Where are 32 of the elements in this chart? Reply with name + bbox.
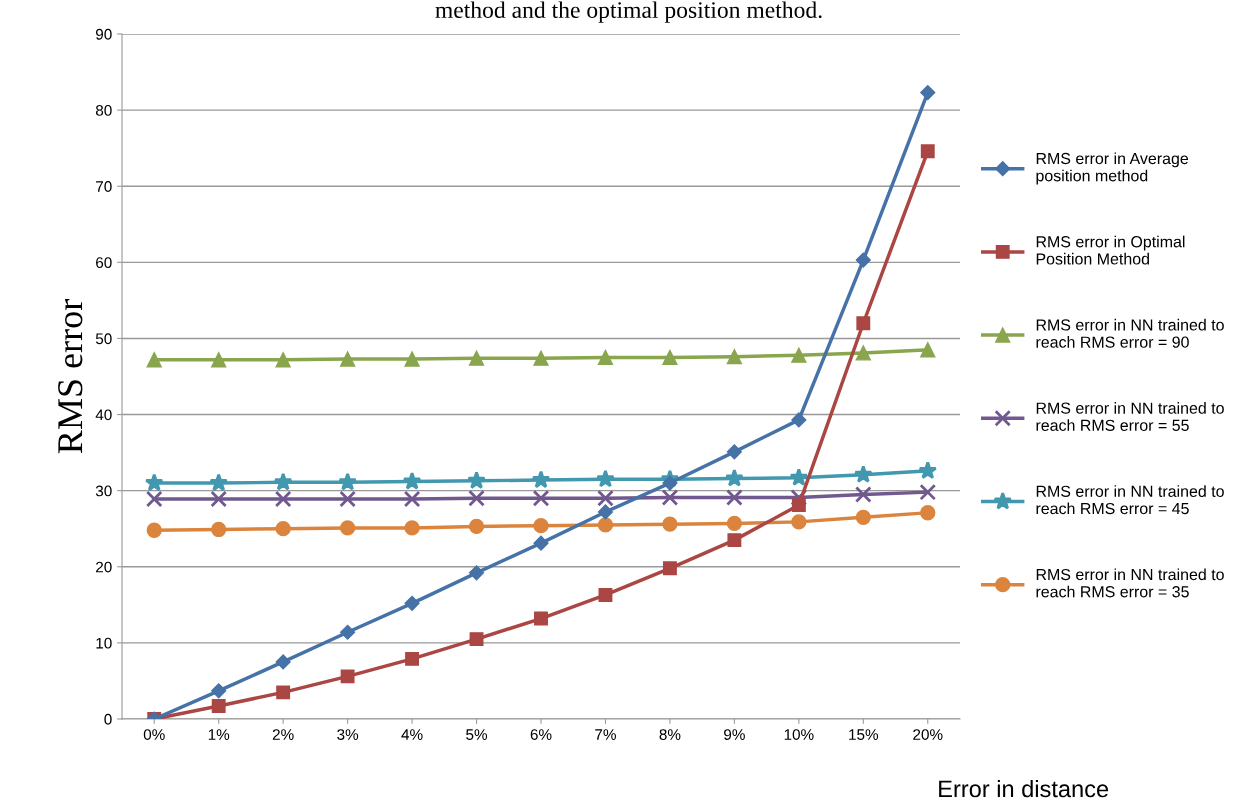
x-tick-label: 20% (913, 729, 943, 740)
chart-title: method and the optimal position method. (435, 1, 822, 23)
legend-label: RMS error in Average position method (1036, 152, 1189, 185)
x-tick-label: 3% (337, 729, 359, 740)
y-tick-label: 30 (95, 485, 112, 497)
x-tick-label: 4% (401, 729, 423, 740)
y-tick-label: 70 (96, 181, 112, 192)
y-tick-label: 10 (96, 637, 112, 649)
legend-label: RMS error in NN trained to reach RMS error = 90 (1036, 318, 1224, 348)
y-tick-label: 50 (95, 333, 112, 345)
y-tick-label: 40 (95, 409, 112, 421)
x-tick-label: 8% (659, 729, 681, 740)
x-tick-label: 1% (208, 729, 230, 740)
x-tick-label: 9% (724, 729, 745, 740)
y-tick-label: 90 (96, 28, 112, 40)
y-tick-label: 0 (104, 713, 112, 725)
x-tick-label: 6% (530, 729, 552, 740)
y-tick-label: 80 (95, 104, 112, 116)
x-tick-label: 0% (143, 729, 165, 740)
x-axis-title: Error in distance (939, 779, 1109, 798)
legend-label: RMS error in Optimal Position Method (1036, 235, 1185, 265)
x-tick-label: 10% (784, 729, 814, 740)
legend-label: RMS error in NN trained to reach RMS error = 35 (1036, 568, 1224, 598)
y-axis-title: RMS error (58, 299, 83, 454)
x-tick-label: 15% (849, 729, 879, 740)
x-tick-label: 5% (466, 729, 488, 740)
y-tick-label: 20 (96, 561, 112, 573)
legend-label: RMS error in NN trained to reach RMS error = 45 (1036, 485, 1224, 515)
x-tick-label: 2% (272, 729, 294, 740)
x-tick-label: 7% (595, 729, 616, 740)
legend-label: RMS error in NN trained to reach RMS error = 55 (1036, 402, 1224, 431)
y-tick-label: 60 (96, 257, 112, 269)
